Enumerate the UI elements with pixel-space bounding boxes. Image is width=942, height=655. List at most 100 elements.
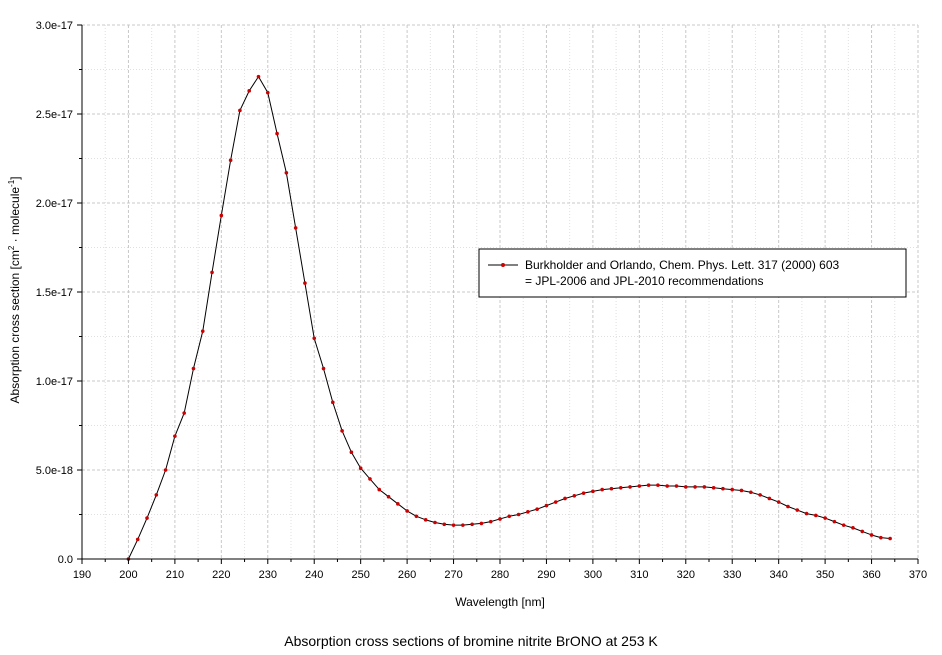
- x-tick-label: 310: [630, 569, 648, 581]
- x-tick-label: 240: [305, 569, 323, 581]
- data-point: [228, 158, 233, 163]
- data-point: [210, 270, 214, 275]
- data-point: [665, 484, 669, 488]
- data-point: [442, 522, 447, 527]
- data-point: [238, 108, 242, 113]
- data-point: [563, 496, 567, 501]
- data-point: [749, 490, 753, 495]
- data-point: [693, 485, 697, 489]
- y-tick-label: 0.0: [58, 554, 73, 566]
- data-point: [358, 466, 363, 471]
- data-point: [711, 486, 716, 490]
- data-point: [154, 493, 159, 497]
- data-point: [758, 493, 762, 497]
- data-point: [637, 484, 642, 488]
- data-point: [535, 507, 539, 511]
- data-point: [312, 336, 317, 341]
- data-point: [433, 520, 437, 525]
- data-point: [414, 514, 419, 519]
- data-point: [470, 522, 474, 527]
- data-point: [396, 502, 400, 506]
- x-tick-label: 230: [259, 569, 277, 581]
- data-point: [544, 503, 549, 508]
- y-axis-title: Absorption cross section [cm2 · molecule…: [7, 176, 22, 403]
- data-point: [173, 434, 177, 438]
- data-point: [265, 90, 270, 95]
- x-tick-label: 250: [351, 569, 369, 581]
- data-point: [591, 489, 595, 494]
- data-point: [479, 521, 484, 526]
- data-point: [377, 487, 382, 492]
- y-axis-title-part: · molecule: [8, 187, 22, 246]
- series-layer: [126, 74, 892, 561]
- data-point: [888, 536, 892, 541]
- data-point: [386, 494, 391, 499]
- data-point: [795, 508, 800, 512]
- data-point: [600, 487, 604, 492]
- data-point: [247, 89, 251, 93]
- data-point: [609, 486, 614, 491]
- data-point: [349, 450, 354, 455]
- legend-marker-sample: [501, 263, 505, 267]
- data-point: [498, 517, 502, 521]
- data-point: [851, 526, 855, 530]
- data-point: [628, 485, 632, 489]
- x-tick-label: 360: [862, 569, 880, 581]
- y-axis-title-part: ]: [8, 176, 22, 179]
- x-tick-label: 190: [73, 569, 91, 581]
- x-tick-label: 270: [444, 569, 462, 581]
- data-point: [739, 488, 744, 493]
- x-axis-title: Wavelength [nm]: [455, 595, 545, 609]
- data-point: [507, 514, 512, 519]
- y-tick-label: 1.5e-17: [36, 287, 73, 299]
- data-point: [200, 329, 205, 333]
- legend-entry-line-1: Burkholder and Orlando, Chem. Phys. Lett…: [525, 258, 840, 272]
- y-tick-label: 5.0e-18: [36, 465, 73, 477]
- data-point: [767, 496, 772, 501]
- data-point: [786, 504, 790, 509]
- data-point: [145, 516, 149, 520]
- data-point: [256, 74, 261, 79]
- data-point: [581, 491, 586, 495]
- data-point: [572, 494, 577, 498]
- data-point: [869, 533, 874, 537]
- data-point: [841, 523, 846, 527]
- data-point: [879, 535, 883, 540]
- data-point: [275, 131, 279, 136]
- data-point: [823, 516, 827, 520]
- x-tick-label: 330: [723, 569, 741, 581]
- x-tick-label: 280: [491, 569, 509, 581]
- x-tick-label: 260: [398, 569, 416, 581]
- data-point: [321, 366, 326, 371]
- x-tick-label: 210: [166, 569, 184, 581]
- data-point: [860, 529, 865, 534]
- y-axis-title-superscript: 2: [7, 245, 16, 250]
- y-axis-ticks: 0.0 5.0e-18 1.0e-17 1.5e-17 2.0e-17 2.5e-17 3.…: [36, 20, 82, 566]
- data-point: [553, 500, 558, 504]
- y-tick-label: 1.0e-17: [36, 376, 73, 388]
- data-point: [451, 523, 456, 527]
- data-point: [804, 511, 809, 516]
- data-point: [405, 509, 409, 513]
- data-point: [135, 537, 140, 542]
- x-tick-label: 320: [677, 569, 695, 581]
- x-tick-label: 340: [769, 569, 787, 581]
- x-tick-label: 290: [537, 569, 555, 581]
- x-axis-ticks: 190 200 210 220 230 240 250 260 270 280 290 300 310 3…: [73, 559, 927, 581]
- x-tick-label: 300: [584, 569, 602, 581]
- legend-entry-line-2: = JPL-2006 and JPL-2010 recommendations: [525, 274, 763, 288]
- chart-caption: Absorption cross sections of bromine nit…: [284, 633, 658, 649]
- data-point: [721, 486, 725, 491]
- y-tick-label: 2.5e-17: [36, 109, 73, 121]
- data-point: [368, 477, 372, 481]
- data-point: [293, 226, 298, 230]
- data-point: [646, 483, 651, 487]
- data-point: [526, 510, 530, 514]
- x-tick-label: 350: [816, 569, 834, 581]
- data-point: [423, 518, 428, 522]
- data-point: [331, 400, 335, 405]
- data-point: [461, 523, 465, 527]
- data-point: [683, 485, 688, 489]
- data-point: [832, 519, 837, 524]
